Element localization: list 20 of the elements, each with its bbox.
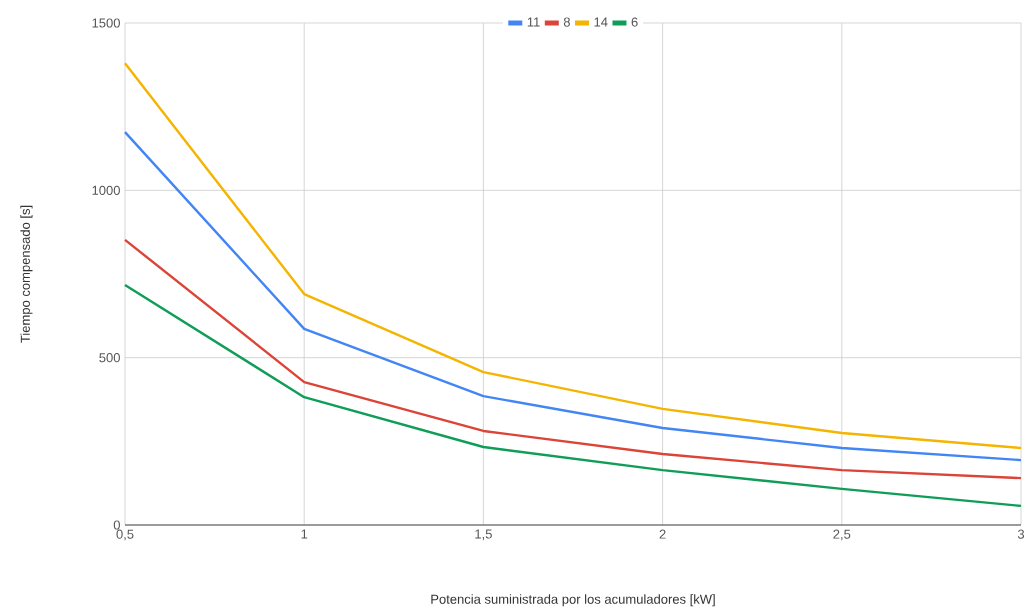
x-axis-title: Potencia suministrada por los acumuladores [kW] <box>431 594 715 607</box>
line-series <box>123 61 1023 450</box>
x-tick-label: 2 <box>659 529 666 539</box>
legend-label: 14 <box>594 17 608 27</box>
y-tick-label: 1000 <box>92 185 120 195</box>
y-tick-label: 1500 <box>92 18 120 28</box>
line-series <box>123 238 1023 480</box>
y-axis-title: Tiempo compensado [s] <box>20 205 33 343</box>
legend-label: 6 <box>631 17 638 27</box>
y-tick-label: 0 <box>113 520 120 530</box>
x-tick-label: 0,5 <box>116 529 134 541</box>
legend-label: 11 <box>527 17 540 27</box>
x-tick-label: 2,5 <box>833 529 851 541</box>
line-series <box>123 130 1023 462</box>
line-series <box>123 283 1023 508</box>
x-tick-label: 1 <box>301 529 308 539</box>
x-tick-label: 3 <box>1017 529 1025 539</box>
x-tick-label: 1,5 <box>475 529 492 541</box>
y-tick-label: 500 <box>99 353 120 363</box>
legend-label: 8 <box>563 17 570 27</box>
